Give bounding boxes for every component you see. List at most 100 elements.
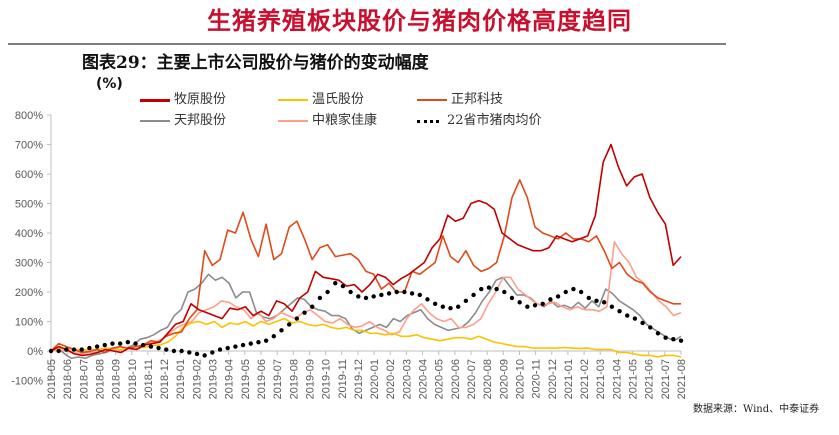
data-point-22省市猪肉均价 — [310, 304, 315, 309]
data-point-22省市猪肉均价 — [671, 337, 676, 342]
page-headline: 生猪养殖板块股价与猪肉价格高度趋同 — [207, 6, 632, 35]
y-tick-label: 700% — [15, 140, 43, 152]
data-point-22省市猪肉均价 — [87, 345, 92, 351]
data-point-22省市猪肉均价 — [432, 301, 438, 306]
x-tick-label: 2020-04 — [418, 359, 430, 399]
data-point-22省市猪肉均价 — [140, 342, 146, 348]
data-point-22省市猪肉均价 — [517, 300, 522, 305]
legend-swatch — [278, 120, 308, 122]
data-point-22省市猪肉均价 — [348, 289, 353, 295]
data-point-22省市猪肉均价 — [555, 294, 561, 299]
y-tick-label: 400% — [15, 228, 43, 240]
x-tick-label: 2021-08 — [676, 359, 688, 399]
data-point-22省市猪肉均价 — [525, 304, 530, 309]
y-tick-label: 100% — [15, 317, 43, 329]
data-point-22省市猪肉均价 — [655, 331, 661, 336]
data-point-22省市猪肉均价 — [678, 338, 684, 343]
data-point-22省市猪肉均价 — [240, 342, 246, 348]
data-point-22省市猪肉均价 — [286, 322, 292, 327]
data-point-22省市猪肉均价 — [333, 280, 338, 286]
data-point-22省市猪肉均价 — [586, 295, 592, 301]
y-tick-label: 500% — [15, 199, 43, 211]
x-tick-label: 2021-07 — [660, 359, 672, 399]
x-tick-label: 2021-05 — [628, 359, 640, 399]
data-point-22省市猪肉均价 — [509, 295, 515, 301]
legend-swatch — [417, 99, 447, 101]
x-tick-label: 2018-06 — [62, 359, 74, 399]
y-axis-unit-label: (%) — [96, 76, 123, 92]
series-line-温氏股份 — [50, 317, 682, 358]
y-tick-label: 600% — [15, 169, 43, 181]
x-tick-label: 2019-03 — [208, 359, 220, 399]
data-point-22省市猪肉均价 — [117, 341, 123, 346]
data-point-22省市猪肉均价 — [563, 289, 568, 295]
data-point-22省市猪肉均价 — [532, 303, 538, 308]
data-point-22省市猪肉均价 — [371, 294, 376, 299]
data-point-22省市猪肉均价 — [148, 344, 154, 349]
legend-label: 正邦科技 — [451, 92, 504, 107]
x-tick-label: 2018-09 — [111, 359, 123, 399]
data-point-22省市猪肉均价 — [225, 345, 230, 351]
data-point-22省市猪肉均价 — [233, 344, 238, 349]
data-point-22省市猪肉均价 — [179, 348, 184, 354]
x-tick-label: 2019-02 — [191, 359, 203, 399]
data-point-22省市猪肉均价 — [317, 295, 323, 301]
data-point-22省市猪肉均价 — [56, 348, 61, 354]
data-point-22省市猪肉均价 — [48, 348, 54, 354]
x-tick-label: 2020-10 — [514, 359, 526, 399]
x-tick-label: 2018-08 — [94, 359, 106, 399]
data-point-22省市猪肉均价 — [417, 292, 422, 298]
data-point-22省市猪肉均价 — [463, 298, 469, 304]
x-tick-label: 2019-09 — [304, 359, 316, 399]
data-point-22省市猪肉均价 — [202, 353, 207, 358]
legend-item: 正邦科技 — [417, 92, 503, 108]
x-tick-label: 2018-05 — [46, 359, 58, 399]
legend-item: 中粮家佳康 — [278, 113, 377, 129]
x-tick-label: 2020-02 — [385, 359, 397, 399]
legend-swatch — [140, 98, 170, 102]
data-point-22省市猪肉均价 — [294, 316, 300, 321]
data-point-22省市猪肉均价 — [386, 291, 392, 296]
legend-label: 22省市猪肉均价 — [447, 113, 542, 128]
x-tick-label: 2019-11 — [337, 359, 349, 399]
x-tick-label: 2019-10 — [321, 359, 333, 399]
x-tick-label: 2019-01 — [175, 359, 187, 399]
data-point-22省市猪肉均价 — [379, 292, 384, 298]
data-point-22省市猪肉均价 — [363, 295, 369, 301]
data-point-22省市猪肉均价 — [356, 294, 361, 299]
x-tick-label: 2020-09 — [498, 359, 510, 399]
series-line-天邦股份 — [50, 273, 682, 360]
legend-swatch — [278, 99, 308, 101]
data-point-22省市猪肉均价 — [156, 345, 161, 351]
data-point-22省市猪肉均价 — [409, 291, 415, 296]
data-point-22省市猪肉均价 — [640, 320, 645, 326]
x-tick-label: 2021-02 — [579, 359, 591, 399]
legend-item: 天邦股份 — [140, 113, 226, 129]
series-line-正邦科技 — [50, 179, 681, 354]
data-point-22省市猪肉均价 — [632, 316, 638, 321]
x-tick-label: 2020-11 — [531, 359, 543, 399]
data-point-22省市猪肉均价 — [548, 297, 553, 302]
data-point-22省市猪肉均价 — [133, 341, 138, 346]
data-point-22省市猪肉均价 — [394, 289, 399, 295]
x-tick-label: 2018-11 — [143, 359, 155, 399]
x-tick-label: 2020-01 — [369, 359, 381, 399]
data-point-22省市猪肉均价 — [448, 306, 453, 311]
legend-item: 温氏股份 — [278, 92, 364, 108]
data-point-22省市猪肉均价 — [609, 304, 615, 309]
x-tick-label: 2018-12 — [159, 359, 171, 399]
x-tick-label: 2019-04 — [224, 359, 236, 399]
data-point-22省市猪肉均价 — [187, 350, 192, 355]
x-tick-label: 2020-07 — [466, 359, 478, 399]
y-tick-label: 300% — [15, 258, 43, 270]
data-point-22省市猪肉均价 — [471, 292, 476, 298]
y-tick-label: 800% — [15, 110, 43, 122]
data-point-22省市猪肉均价 — [263, 338, 269, 343]
legend-item: 22省市猪肉均价 — [417, 113, 542, 129]
data-point-22省市猪肉均价 — [256, 339, 261, 345]
legend-swatch — [417, 119, 439, 123]
x-tick-label: 2020-12 — [547, 359, 559, 399]
legend-label: 温氏股份 — [312, 92, 365, 107]
x-tick-label: 2019-07 — [272, 359, 284, 399]
